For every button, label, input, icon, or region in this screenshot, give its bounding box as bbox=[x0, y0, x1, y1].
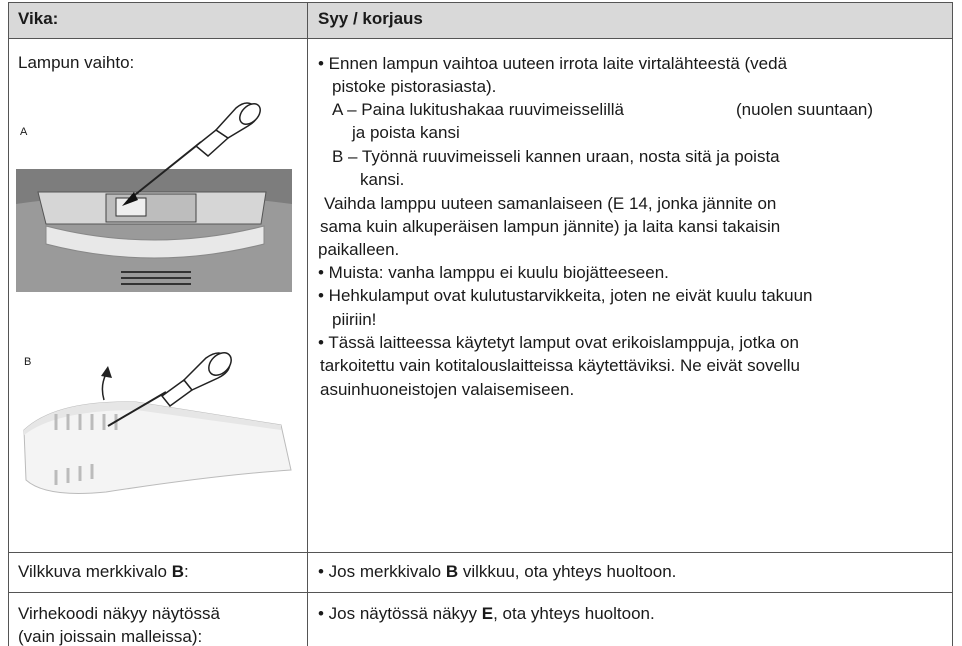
remedy-line: paikalleen. bbox=[318, 240, 400, 259]
header-cell: Vika: bbox=[18, 9, 59, 28]
text: • Jos merkkivalo bbox=[318, 562, 446, 581]
border bbox=[8, 552, 953, 553]
border bbox=[8, 38, 953, 39]
text: • Jos näytössä näkyy bbox=[318, 604, 482, 623]
fault: (vain joissain malleissa): bbox=[18, 627, 203, 646]
text: : bbox=[183, 562, 189, 581]
remedy-line: • Ennen lampun vaihtoa uuteen irrota lai… bbox=[318, 54, 788, 73]
remedy-line: asuinhuoneistojen valaisemiseen. bbox=[320, 380, 575, 399]
bold-text: B bbox=[445, 562, 459, 581]
border bbox=[8, 2, 953, 3]
figure-label: A bbox=[20, 126, 28, 138]
border bbox=[307, 2, 308, 646]
remedy-line: B – Työnnä ruuvimeisseli kannen uraan, n… bbox=[332, 147, 780, 166]
remedy-line: A – Paina lukitushakaa ruuvimeisselillä bbox=[332, 100, 624, 119]
remedy-line: piiriin! bbox=[332, 310, 377, 329]
bold-text: B bbox=[171, 562, 184, 581]
fault: Vilkkuva merkkivalo B: bbox=[18, 562, 189, 582]
text: vilkkuu, ota yhteys huoltoon. bbox=[458, 562, 677, 581]
remedy: • Jos merkkivalo B vilkkuu, ota yhteys h… bbox=[318, 562, 676, 582]
text: , ota yhteys huoltoon. bbox=[493, 604, 655, 623]
text: Vilkkuva merkkivalo bbox=[18, 562, 172, 581]
header-bg bbox=[8, 2, 952, 38]
fault: Lampun vaihto: bbox=[18, 53, 135, 72]
remedy-line: Vaihda lamppu uuteen samanlaiseen (E 14,… bbox=[324, 194, 777, 213]
remedy-line: • Tässä laitteessa käytetyt lamput ovat … bbox=[318, 333, 799, 352]
remedy-line: pistoke pistorasiasta). bbox=[332, 77, 497, 96]
bold-text: E bbox=[481, 604, 494, 623]
remedy-line: kansi. bbox=[360, 170, 405, 189]
remedy-line: • Muista: vanha lamppu ei kuulu biojätte… bbox=[318, 263, 669, 282]
figure-label: B bbox=[24, 356, 32, 368]
figure-b bbox=[23, 352, 292, 494]
border bbox=[8, 2, 9, 646]
fault: Virhekoodi näkyy näytössä bbox=[18, 604, 220, 623]
remedy: • Jos näytössä näkyy E, ota yhteys huolt… bbox=[318, 604, 655, 624]
header-cell: Syy / korjaus bbox=[318, 9, 423, 28]
border bbox=[8, 592, 953, 593]
border bbox=[952, 2, 953, 646]
remedy-line: sama kuin alkuperäisen lampun jännite) j… bbox=[320, 217, 781, 236]
remedy-line: • Hehkulamput ovat kulutustarvikkeita, j… bbox=[318, 286, 813, 305]
remedy-line: (nuolen suuntaan) bbox=[736, 100, 874, 119]
remedy-line: ja poista kansi bbox=[352, 123, 460, 142]
figure-a bbox=[16, 94, 292, 292]
remedy-line: tarkoitettu vain kotitalouslaitteissa kä… bbox=[320, 356, 801, 375]
